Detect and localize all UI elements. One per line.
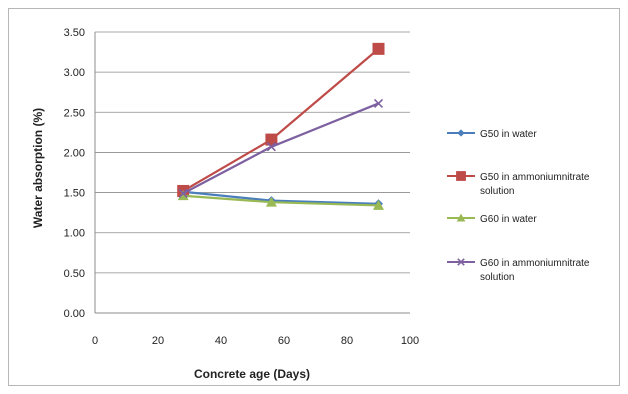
- x-axis-title: Concrete age (Days): [194, 367, 310, 381]
- series-line: [182, 48, 380, 192]
- legend-label: G60 in ammoniumnitrate: [480, 258, 590, 269]
- data-point-marker: [457, 258, 465, 266]
- y-tick-label: 1.50: [64, 188, 85, 200]
- x-tick-label: 100: [401, 335, 419, 347]
- data-point-marker: [265, 196, 277, 207]
- data-point-marker: [372, 42, 385, 55]
- y-tick-label: 2.50: [64, 107, 85, 119]
- x-tick-label: 80: [341, 335, 353, 347]
- y-tick-label: 2.00: [64, 147, 85, 159]
- legend: G50 in water G50 in ammoniumnitrate soluti…: [447, 129, 590, 283]
- data-point-marker: [178, 188, 188, 198]
- data-point-marker: [456, 213, 466, 222]
- data-point: [372, 42, 385, 55]
- legend-item-3: G60 in water: [447, 213, 537, 225]
- legend-label: G60 in water: [480, 214, 537, 225]
- legend-item-1: G50 in water: [447, 129, 537, 140]
- data-point: [265, 133, 278, 146]
- data-point: [177, 190, 189, 201]
- data-point-marker: [177, 190, 189, 201]
- legend-label: G50 in water: [480, 129, 537, 140]
- data-point-marker: [456, 171, 466, 181]
- data-point-marker: [265, 133, 278, 146]
- y-tick-label: 1.00: [64, 228, 85, 240]
- data-point: [373, 199, 384, 210]
- series-3: [177, 190, 384, 210]
- data-point-marker: [457, 129, 465, 137]
- axes: 0.00 0.50 1.00 1.50 2.00 2.50 3.00 3.50 0 20 40 60 8…: [64, 27, 420, 347]
- y-tick-label: 3.00: [64, 67, 85, 79]
- gridlines: [95, 31, 410, 274]
- series-line: [182, 102, 379, 195]
- data-point: [266, 142, 276, 152]
- y-axis-title: Water absorption (%): [31, 108, 45, 228]
- y-tick-label: 0.50: [64, 268, 85, 280]
- data-point-marker: [266, 142, 276, 152]
- series-layer: [177, 42, 385, 210]
- x-tick-label: 40: [215, 335, 227, 347]
- data-point: [373, 98, 384, 109]
- y-tick-label: 3.50: [64, 27, 85, 39]
- x-tick-label: 60: [278, 335, 290, 347]
- data-point: [178, 188, 188, 198]
- x-tick-label: 20: [152, 335, 164, 347]
- legend-label: G50 in ammoniumnitrate: [480, 172, 590, 183]
- series-4: [178, 98, 384, 198]
- legend-item-4: G60 in ammoniumnitrate solution: [447, 258, 590, 283]
- legend-item-2: G50 in ammoniumnitrate solution: [447, 171, 590, 197]
- legend-label: solution: [480, 272, 514, 283]
- data-point-marker: [373, 98, 384, 109]
- legend-label: solution: [480, 186, 514, 197]
- y-tick-label: 0.00: [64, 308, 85, 320]
- chart-frame: [8, 8, 620, 386]
- series-2: [177, 42, 385, 197]
- data-point: [265, 196, 277, 207]
- data-point-marker: [373, 199, 384, 210]
- x-tick-label: 0: [92, 335, 98, 347]
